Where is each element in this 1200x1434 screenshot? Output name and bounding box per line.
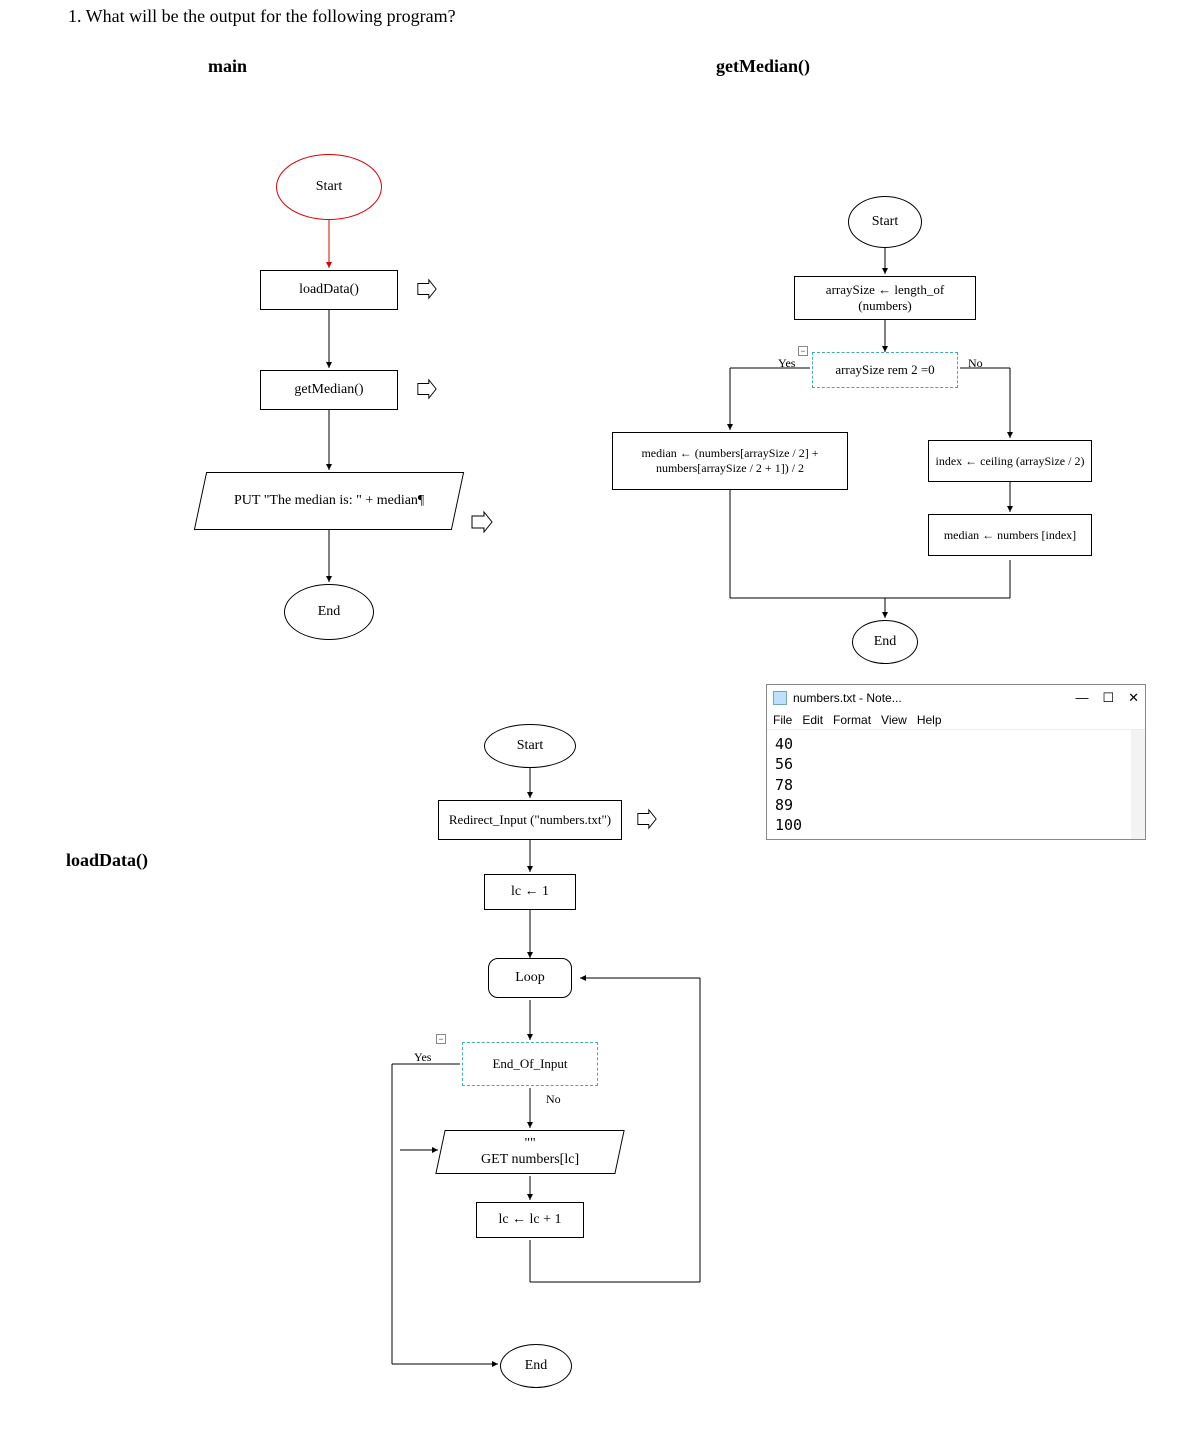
line: 89 (775, 795, 1137, 815)
label: arraySize rem 2 =0 (835, 362, 934, 378)
label: Loop (515, 970, 545, 986)
line: 56 (775, 754, 1137, 774)
window-close-button[interactable]: ✕ (1128, 690, 1139, 706)
gm-median-even: median ← (numbers[arraySize / 2] + numbe… (612, 432, 848, 490)
ld-end: End (500, 1344, 572, 1388)
menu-help[interactable]: Help (917, 713, 942, 727)
label: median ← (numbers[arraySize / 2] + numbe… (619, 446, 841, 476)
label: arraySize ← length_of (numbers) (801, 282, 969, 314)
prompt: "" (524, 1136, 535, 1151)
label: Start (872, 214, 898, 230)
notepad-menu: File Edit Format View Help (767, 711, 1145, 730)
menu-edit[interactable]: Edit (802, 713, 823, 727)
ld-get: "" GET numbers[lc] (435, 1130, 624, 1174)
gm-index-odd: index ← ceiling (arraySize / 2) (928, 440, 1092, 482)
ld-eoi: End_Of_Input (462, 1042, 598, 1086)
page: 1. What will be the output for the follo… (0, 0, 1200, 1434)
label: Redirect_Input ("numbers.txt") (449, 812, 611, 828)
ld-no: No (546, 1092, 561, 1107)
line: 78 (775, 775, 1137, 795)
ld-lcinc: lc ← lc + 1 (476, 1202, 584, 1238)
label: getMedian() (294, 382, 363, 398)
label: PUT "The median is: " + median¶ (234, 493, 424, 509)
gm-end: End (852, 620, 918, 664)
label: End (525, 1358, 548, 1374)
call-out-icon-3 (636, 808, 658, 830)
section-getmedian: getMedian() (716, 56, 810, 77)
main-getmedian-call: getMedian() (260, 370, 398, 410)
ld-start: Start (484, 724, 576, 768)
main-start: Start (276, 154, 382, 220)
ld-loop: Loop (488, 958, 572, 998)
label: End_Of_Input (492, 1056, 567, 1072)
io-out-arrow (470, 510, 494, 539)
label: End (874, 634, 897, 650)
notepad-title: numbers.txt - Note... (793, 691, 902, 705)
collapse-marker-2: − (436, 1034, 446, 1044)
ld-redirect: Redirect_Input ("numbers.txt") (438, 800, 622, 840)
getline: GET numbers[lc] (481, 1152, 579, 1167)
collapse-marker-1: − (798, 346, 808, 356)
gm-start: Start (848, 196, 922, 248)
label: median ← numbers [index] (944, 528, 1076, 543)
line: 100 (775, 815, 1137, 835)
menu-file[interactable]: File (773, 713, 792, 727)
notepad-body[interactable]: 40 56 78 89 100 (767, 730, 1145, 839)
gm-decision: arraySize rem 2 =0 (812, 352, 958, 388)
notepad-window: numbers.txt - Note... — ☐ ✕ File Edit Fo… (766, 684, 1146, 840)
gm-yes: Yes (778, 356, 795, 371)
gm-no: No (968, 356, 983, 371)
menu-format[interactable]: Format (833, 713, 871, 727)
scrollbar[interactable] (1131, 730, 1145, 839)
gm-median-odd: median ← numbers [index] (928, 514, 1092, 556)
label: Start (517, 738, 543, 754)
notepad-icon (773, 691, 787, 705)
section-main: main (208, 56, 247, 77)
call-out-icon-2 (416, 378, 438, 400)
line: 40 (775, 734, 1137, 754)
main-put: PUT "The median is: " + median¶ (194, 472, 464, 530)
main-end: End (284, 584, 374, 640)
label: "" GET numbers[lc] (481, 1136, 579, 1168)
gm-arraysize: arraySize ← length_of (numbers) (794, 276, 976, 320)
question-text: 1. What will be the output for the follo… (68, 6, 456, 27)
label: lc ← lc + 1 (498, 1212, 561, 1228)
label: loadData() (299, 282, 359, 298)
section-loaddata: loadData() (66, 850, 148, 871)
label: index ← ceiling (arraySize / 2) (936, 454, 1085, 469)
main-loaddata-call: loadData() (260, 270, 398, 310)
window-max-button[interactable]: ☐ (1102, 690, 1114, 706)
label: lc ← 1 (511, 884, 549, 900)
window-min-button[interactable]: — (1075, 690, 1088, 706)
ld-lcinit: lc ← 1 (484, 874, 576, 910)
menu-view[interactable]: View (881, 713, 907, 727)
label: End (318, 604, 341, 620)
call-out-icon (416, 278, 438, 300)
notepad-titlebar[interactable]: numbers.txt - Note... — ☐ ✕ (767, 685, 1145, 711)
main-start-label: Start (316, 179, 342, 195)
ld-yes: Yes (414, 1050, 431, 1065)
